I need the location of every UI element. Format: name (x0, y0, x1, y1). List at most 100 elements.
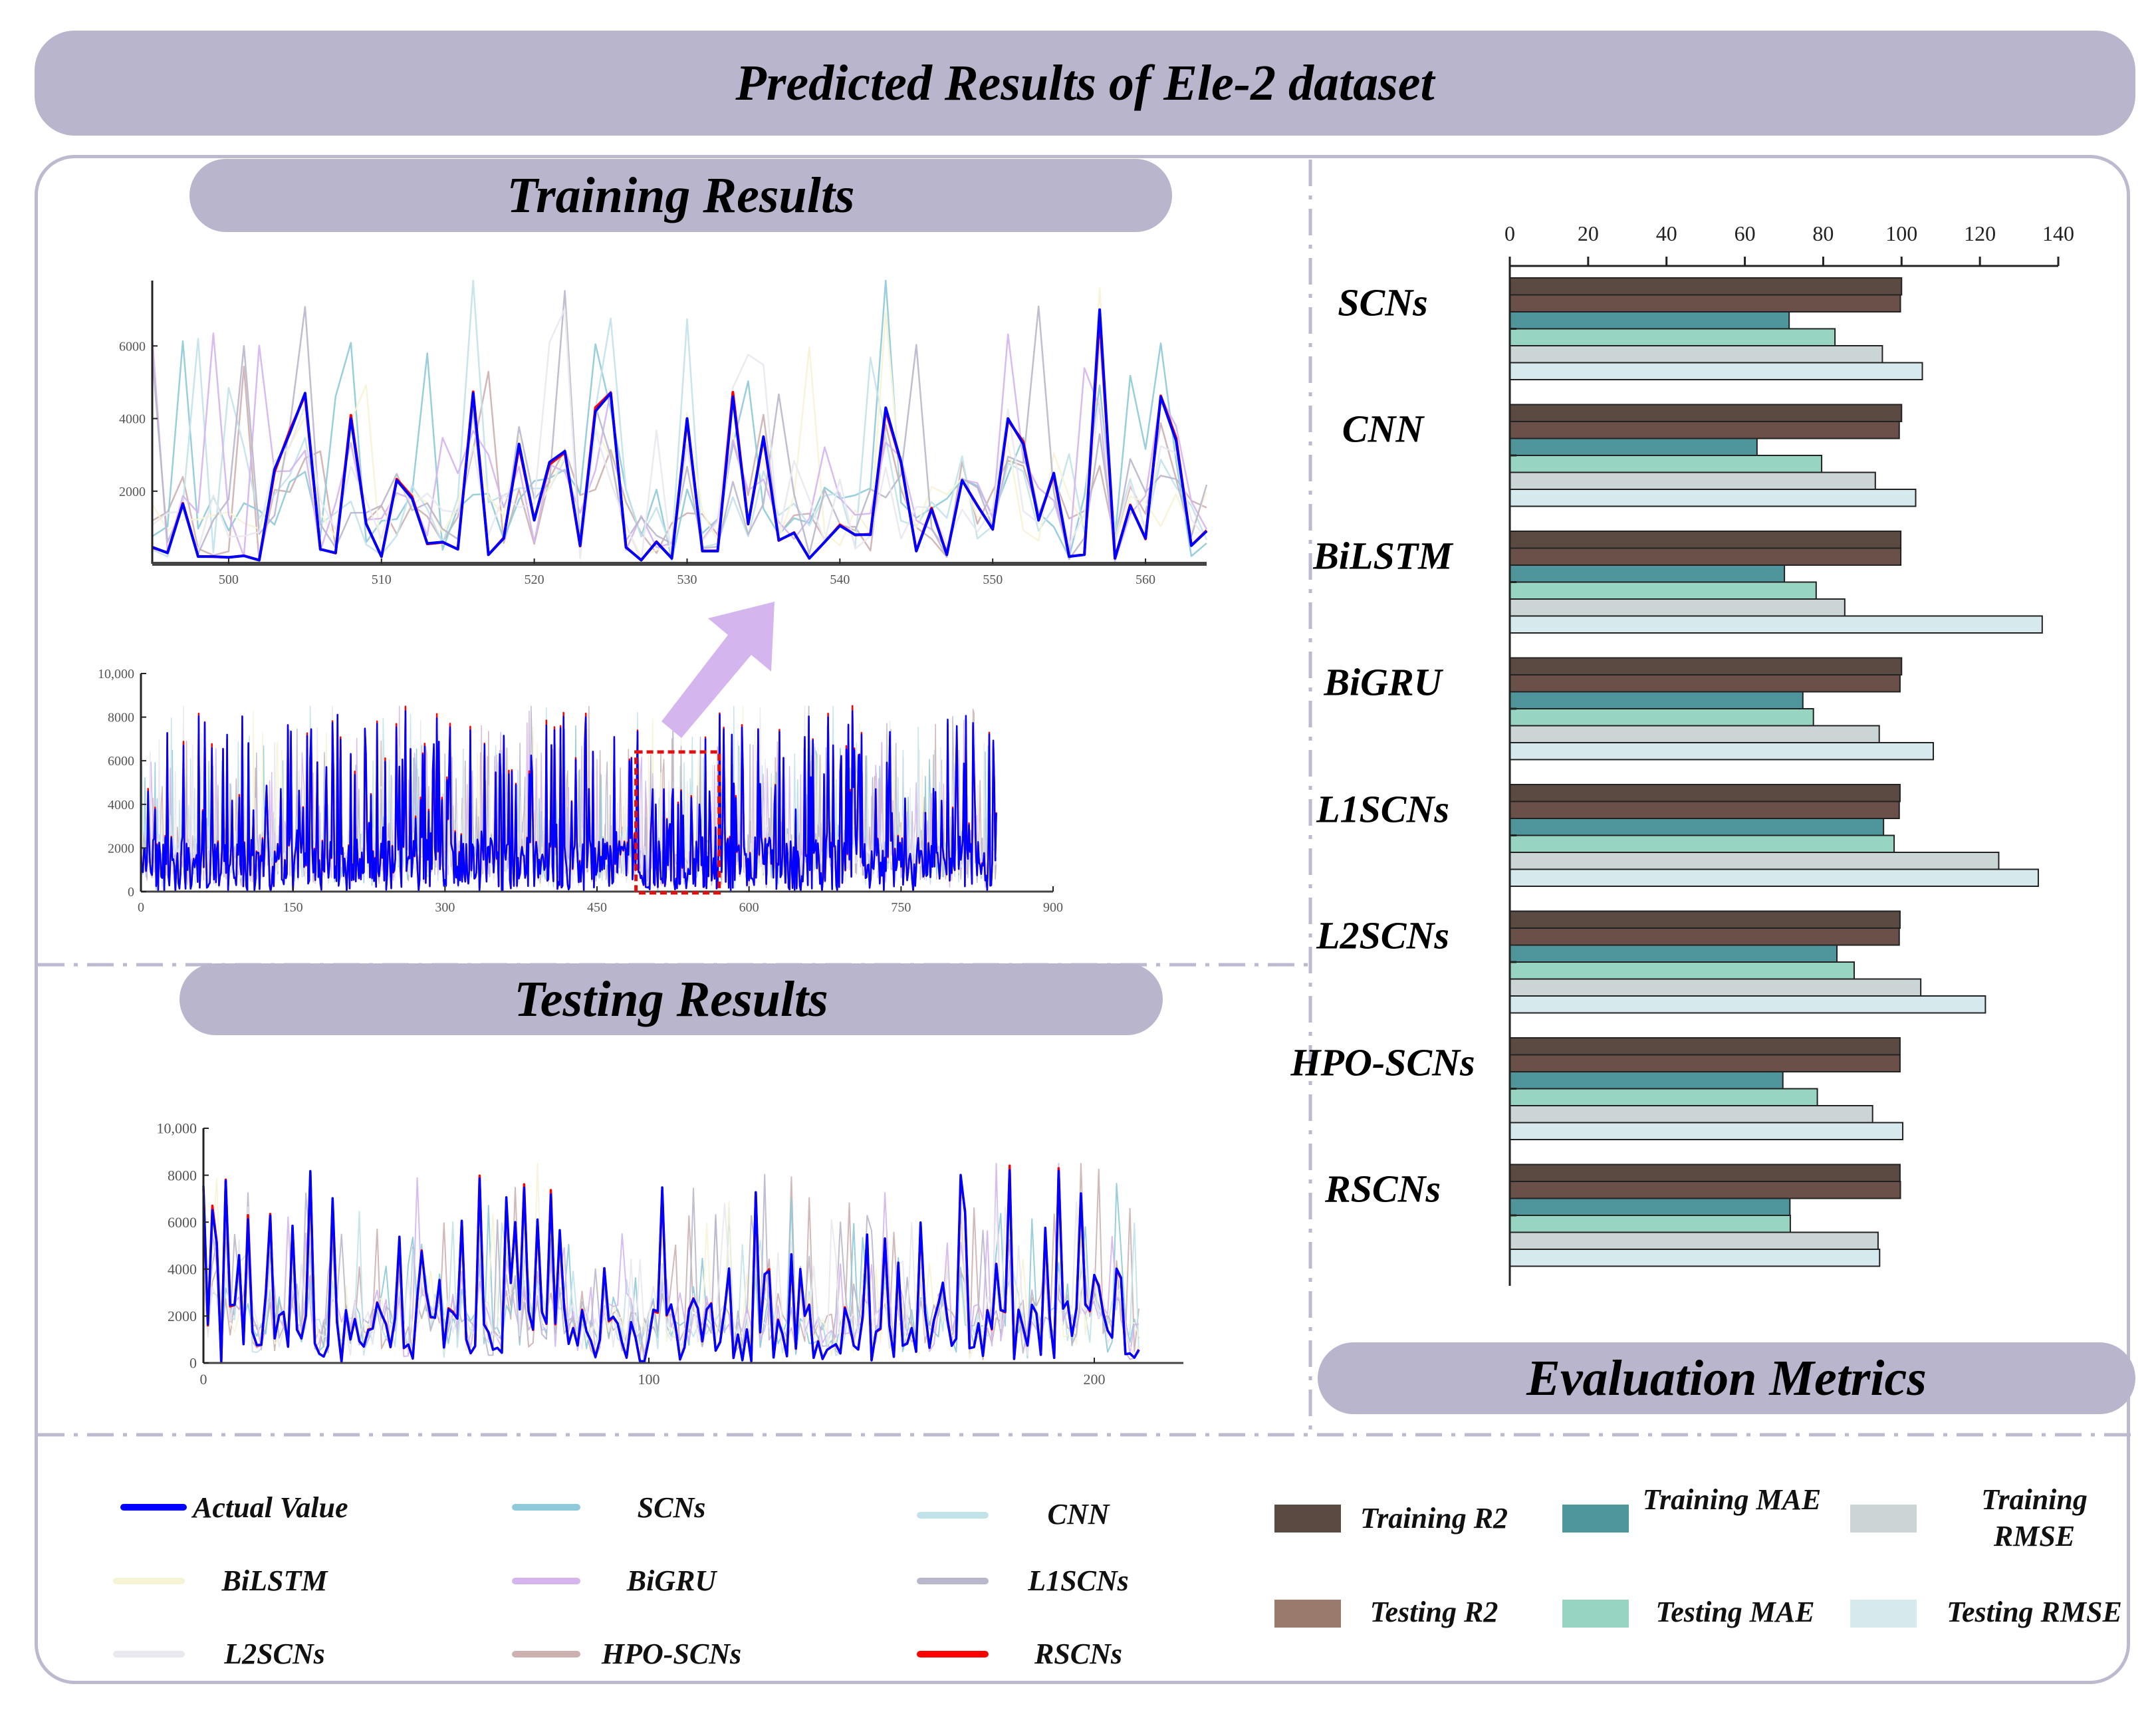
bar-bilstm-testing-rmse (1509, 615, 2043, 634)
x-tick-label: 200 (1084, 1371, 1106, 1388)
legend-label-bigru: BiGRU (626, 1564, 717, 1597)
legend-label-training-r2: Training R2 (1360, 1502, 1508, 1534)
bar-l1scns-training-mae (1509, 818, 1885, 836)
bar-cnn-training-r2 (1509, 404, 1903, 422)
legend-label-training-mae: Training MAE (1642, 1483, 1822, 1516)
legend-label-training-rmse: Training RMSE (1981, 1483, 2088, 1552)
bar-l1scns-training-r2 (1509, 784, 1901, 802)
y-tick-label: 4000 (119, 412, 146, 427)
x-tick-label: 500 (219, 572, 239, 587)
bar-bilstm-testing-mae (1509, 581, 1817, 600)
bar-hpo-scns-testing-r2 (1509, 1054, 1901, 1072)
category-label: BiLSTM (1313, 534, 1453, 577)
evaluation-metrics-header: Evaluation Metrics (1318, 1342, 2135, 1414)
series-line-actual-value (140, 710, 997, 893)
bar-x-tick-label: 100 (1885, 221, 1917, 245)
x-tick-label: 540 (830, 572, 850, 587)
y-tick-label: 2000 (168, 1308, 197, 1324)
legend-swatch-hpo-scns (512, 1651, 580, 1657)
series-line-actual-value (152, 308, 1208, 562)
category-label: SCNs (1338, 281, 1428, 324)
category-label: BiGRU (1324, 660, 1442, 704)
bar-bilstm-training-mae (1509, 564, 1786, 583)
x-tick-label: 100 (638, 1371, 660, 1388)
bar-hpo-scns-training-r2 (1509, 1037, 1901, 1056)
legend-swatch-rscns (917, 1651, 989, 1657)
legend-label-l2scns: L2SCNs (224, 1638, 325, 1670)
series-line-cnn (152, 279, 1208, 558)
x-tick-label: 750 (891, 900, 911, 915)
training-results-header: Training Results (189, 159, 1172, 232)
bar-x-tick-label: 60 (1735, 221, 1756, 245)
bar-l2scns-training-mae (1509, 944, 1838, 963)
y-tick-label: 0 (128, 885, 134, 900)
legend-swatch-testing-rmse (1850, 1600, 1917, 1628)
bar-scns-testing-r2 (1509, 294, 1901, 312)
bar-bigru-testing-mae (1509, 708, 1814, 727)
bar-scns-testing-rmse (1509, 362, 1923, 380)
bar-bilstm-testing-r2 (1509, 547, 1902, 566)
series-line-actual-value (202, 1169, 1140, 1364)
bar-hpo-scns-training-mae (1509, 1071, 1784, 1090)
bar-rscns-training-r2 (1509, 1164, 1901, 1182)
bar-rscns-testing-rmse (1509, 1249, 1881, 1267)
bar-bigru-testing-r2 (1509, 674, 1901, 693)
legend-label-actual: Actual Value (193, 1491, 348, 1524)
bar-rscns-testing-mae (1509, 1215, 1791, 1233)
bar-hpo-scns-testing-rmse (1509, 1122, 1904, 1140)
category-label: HPO-SCNs (1290, 1041, 1475, 1084)
x-tick-label: 530 (677, 572, 697, 587)
bar-l1scns-training-rmse (1509, 852, 2000, 870)
bar-bilstm-training-rmse (1509, 598, 1846, 617)
y-tick-label: 4000 (108, 798, 134, 812)
legend-swatch-actual (120, 1504, 187, 1511)
series-line-l2scns (140, 705, 997, 890)
x-tick-label: 560 (1136, 572, 1155, 587)
bar-rscns-testing-r2 (1509, 1181, 1901, 1199)
bar-scns-training-rmse (1509, 345, 1883, 364)
legend-swatch-testing-r2 (1274, 1600, 1341, 1628)
x-tick-label: 150 (283, 900, 303, 915)
bar-cnn-testing-mae (1509, 455, 1823, 473)
bar-l2scns-testing-r2 (1509, 927, 1900, 946)
legend-label-scns: SCNs (637, 1491, 706, 1524)
bar-x-tick-label: 40 (1656, 221, 1677, 245)
legend-label-hpo-scns: HPO-SCNs (601, 1638, 742, 1670)
bar-cnn-training-rmse (1509, 471, 1876, 490)
series-line-hpo-scns (152, 366, 1207, 562)
category-label: L2SCNs (1316, 914, 1449, 957)
category-label: RSCNs (1324, 1167, 1441, 1211)
legend-label-rscns: RSCNs (1034, 1638, 1123, 1670)
series-line-hpo-scns (203, 1163, 1139, 1362)
bar-x-tick-label: 120 (1964, 221, 1996, 245)
legend-label-testing-mae: Testing MAE (1655, 1596, 1815, 1628)
bar-rscns-training-rmse (1509, 1231, 1879, 1250)
series-line-cnn (203, 1211, 1139, 1358)
bar-hpo-scns-testing-mae (1509, 1088, 1818, 1106)
bar-l2scns-training-r2 (1509, 910, 1901, 929)
testing-results-header: Testing Results (180, 963, 1163, 1035)
bar-l1scns-testing-mae (1509, 834, 1895, 853)
legend-swatch-training-r2 (1274, 1505, 1341, 1533)
legend-swatch-training-rmse (1850, 1505, 1917, 1533)
series-line-l2scns (152, 308, 1207, 562)
bar-x-tick-label: 80 (1812, 221, 1834, 245)
x-tick-label: 600 (739, 900, 759, 915)
y-tick-label: 6000 (108, 754, 134, 769)
legend-swatch-training-mae (1562, 1505, 1629, 1533)
x-tick-label: 450 (587, 900, 607, 915)
legend-swatch-l2scns (113, 1651, 185, 1657)
bar-scns-training-r2 (1509, 277, 1903, 296)
legend-swatch-cnn (917, 1512, 989, 1519)
y-tick-label: 2000 (108, 841, 134, 856)
bar-cnn-testing-rmse (1509, 489, 1917, 507)
bar-cnn-testing-r2 (1509, 421, 1900, 439)
y-tick-label: 6000 (119, 339, 146, 354)
bar-scns-testing-mae (1509, 328, 1836, 346)
legend-label-testing-r2: Testing R2 (1370, 1596, 1498, 1628)
bar-scns-training-mae (1509, 311, 1790, 330)
bar-bigru-training-mae (1509, 691, 1804, 709)
bar-bigru-training-r2 (1509, 657, 1903, 675)
x-tick-label: 520 (525, 572, 544, 587)
